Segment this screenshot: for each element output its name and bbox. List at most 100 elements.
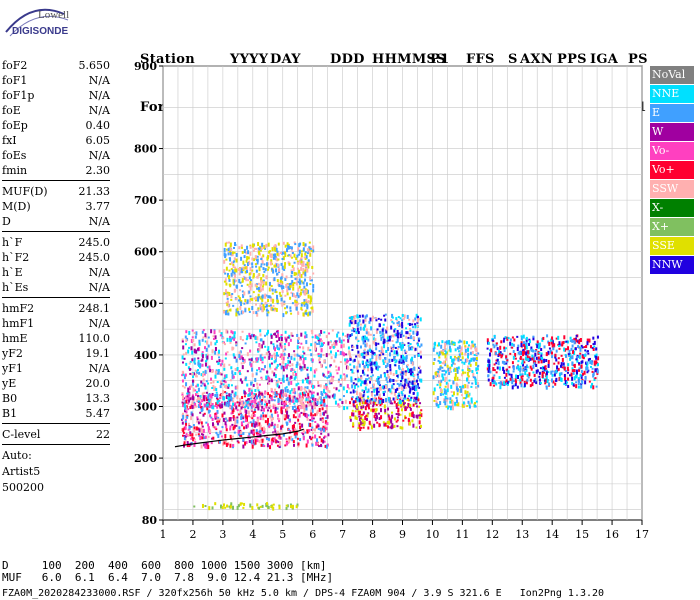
echo-point — [224, 357, 227, 360]
echo-point — [279, 429, 282, 433]
echo-point — [571, 381, 574, 385]
echo-point — [419, 415, 422, 420]
echo-point — [488, 363, 491, 367]
echo-point — [235, 285, 238, 288]
echo-point — [317, 428, 320, 431]
echo-point — [270, 355, 273, 358]
echo-point — [310, 343, 313, 347]
echo-point — [236, 401, 239, 404]
echo-point — [366, 351, 369, 356]
echo-point — [535, 363, 538, 367]
echo-point — [402, 362, 405, 365]
echo-point — [415, 384, 418, 389]
echo-point — [229, 406, 232, 409]
echo-point — [307, 301, 310, 304]
echo-point — [254, 263, 257, 266]
echo-point — [335, 387, 338, 391]
echo-point — [296, 361, 299, 366]
echo-point — [450, 363, 453, 367]
echo-point — [235, 312, 238, 317]
echo-point — [238, 372, 241, 376]
echo-point — [226, 300, 229, 304]
echo-point — [253, 244, 256, 247]
echo-point — [383, 373, 386, 378]
echo-point — [255, 259, 258, 262]
echo-point — [413, 366, 416, 371]
echo-point — [289, 254, 292, 258]
echo-point — [267, 262, 270, 266]
echo-point — [306, 252, 309, 255]
echo-point — [242, 431, 245, 435]
echo-point — [248, 439, 251, 443]
echo-point — [302, 367, 305, 370]
echo-point — [384, 318, 387, 322]
echo-point — [550, 370, 553, 375]
echo-point — [213, 330, 216, 335]
echo-point — [300, 280, 303, 283]
echo-point — [233, 246, 236, 249]
echo-point — [243, 302, 246, 305]
echo-point — [434, 341, 437, 346]
echo-point — [266, 392, 269, 396]
echo-point — [200, 435, 203, 440]
echo-point — [474, 401, 477, 404]
echo-point — [248, 290, 251, 294]
echo-point — [409, 347, 412, 351]
echo-point — [260, 443, 263, 447]
echo-point — [396, 419, 399, 422]
echo-point — [225, 374, 228, 379]
echo-point — [270, 356, 273, 360]
echo-point — [201, 429, 204, 434]
echo-point — [556, 365, 559, 370]
echo-point — [366, 378, 369, 381]
echo-point — [186, 444, 189, 448]
echo-point — [284, 392, 287, 396]
echo-point — [229, 250, 232, 253]
echo-point — [317, 380, 320, 384]
echo-point — [316, 400, 319, 405]
param-name: M(D) — [2, 200, 31, 213]
echo-point — [523, 350, 526, 355]
echo-point — [374, 417, 377, 422]
echo-point — [413, 396, 416, 401]
echo-point — [236, 385, 239, 390]
echo-point — [269, 288, 272, 291]
footer-distance-row: D 100 200 400 600 800 1000 1500 3000 [km… — [2, 559, 327, 572]
echo-point — [191, 336, 194, 339]
echo-point — [395, 350, 398, 355]
echo-point — [401, 325, 404, 329]
echo-point — [302, 272, 305, 275]
echo-point — [516, 375, 519, 380]
echo-point — [278, 418, 281, 423]
echo-point — [561, 366, 564, 369]
echo-point — [382, 398, 385, 403]
echo-point — [202, 371, 205, 374]
echo-point — [366, 391, 369, 394]
polarization-legend: NoVal NNE E W Vo- Vo+ SSW X- X+ SSE NNW — [650, 66, 694, 275]
param-name: foF1p — [2, 89, 35, 102]
echo-point — [365, 414, 368, 417]
echo-point — [399, 426, 402, 430]
echo-point — [265, 281, 268, 286]
echo-point — [578, 367, 581, 370]
echo-point — [401, 313, 404, 317]
echo-point — [400, 380, 403, 383]
echo-point — [313, 385, 316, 389]
echo-point — [250, 381, 253, 386]
echo-point — [246, 335, 249, 340]
echo-point — [189, 397, 192, 401]
echo-point — [545, 359, 548, 363]
echo-point — [452, 358, 455, 362]
echo-point — [249, 298, 252, 303]
echo-point — [385, 329, 388, 334]
echo-point — [181, 340, 184, 343]
echo-point — [333, 341, 336, 345]
echo-point — [248, 310, 251, 313]
echo-point — [400, 360, 403, 364]
echo-point — [298, 354, 301, 357]
echo-point — [368, 377, 371, 380]
echo-point — [232, 261, 235, 264]
echo-point — [298, 273, 301, 278]
echo-point — [252, 258, 255, 262]
echo-point — [522, 341, 525, 345]
